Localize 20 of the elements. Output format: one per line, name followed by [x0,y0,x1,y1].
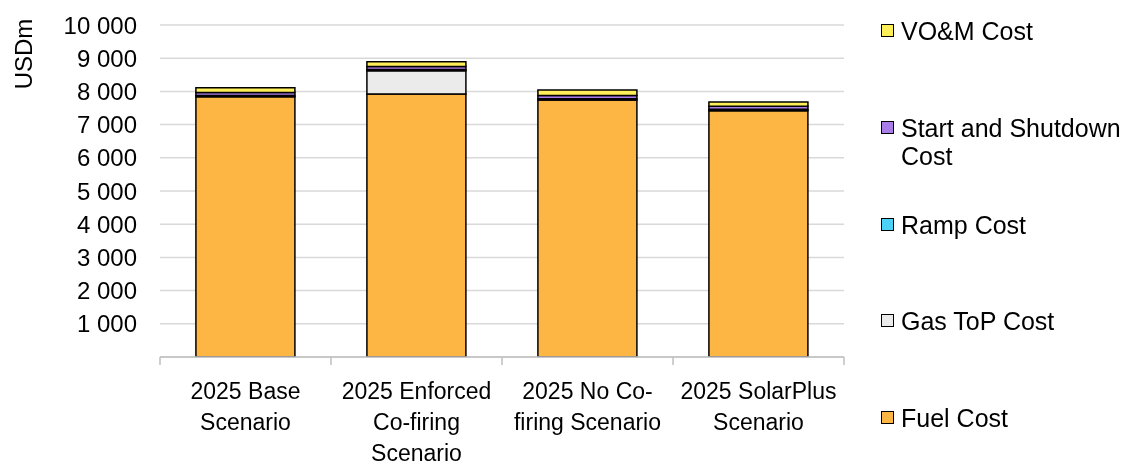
legend-label: Gas ToP Cost [901,307,1056,336]
x-tick-label: 2025 Base Scenario [190,378,301,435]
y-tick-label: 6 000 [76,144,137,172]
x-tick-label: 2025 SolarPlus Scenario [680,378,837,435]
legend-label: Fuel Cost [901,404,1009,433]
x-tick-label: 2025 Enforced Co-firing Scenario [341,378,492,466]
legend-label: Start and Shutdown Cost [901,113,1122,170]
y-tick-label: 4 000 [76,210,137,238]
y-tick-label: 1 000 [76,310,137,338]
y-tick-label: 2 000 [76,277,137,305]
y-tick-label: 9 000 [76,44,137,72]
legend-label: Ramp Cost [901,210,1028,239]
y-tick-label: 5 000 [76,177,137,205]
y-tick-label: 3 000 [76,243,137,271]
y-tick-label: 7 000 [76,111,137,139]
y-tick-label: 8 000 [76,77,137,105]
y-tick-label: 10 000 [63,11,137,39]
legend-label: VO&M Cost [901,17,1034,45]
y-axis-title: USDm [9,18,37,90]
x-tick-label: 2025 No Co-firing Scenario [513,378,662,435]
